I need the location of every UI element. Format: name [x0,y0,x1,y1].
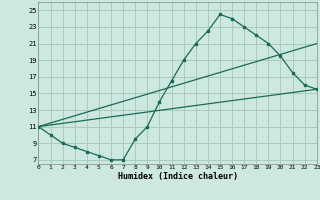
X-axis label: Humidex (Indice chaleur): Humidex (Indice chaleur) [118,172,238,181]
